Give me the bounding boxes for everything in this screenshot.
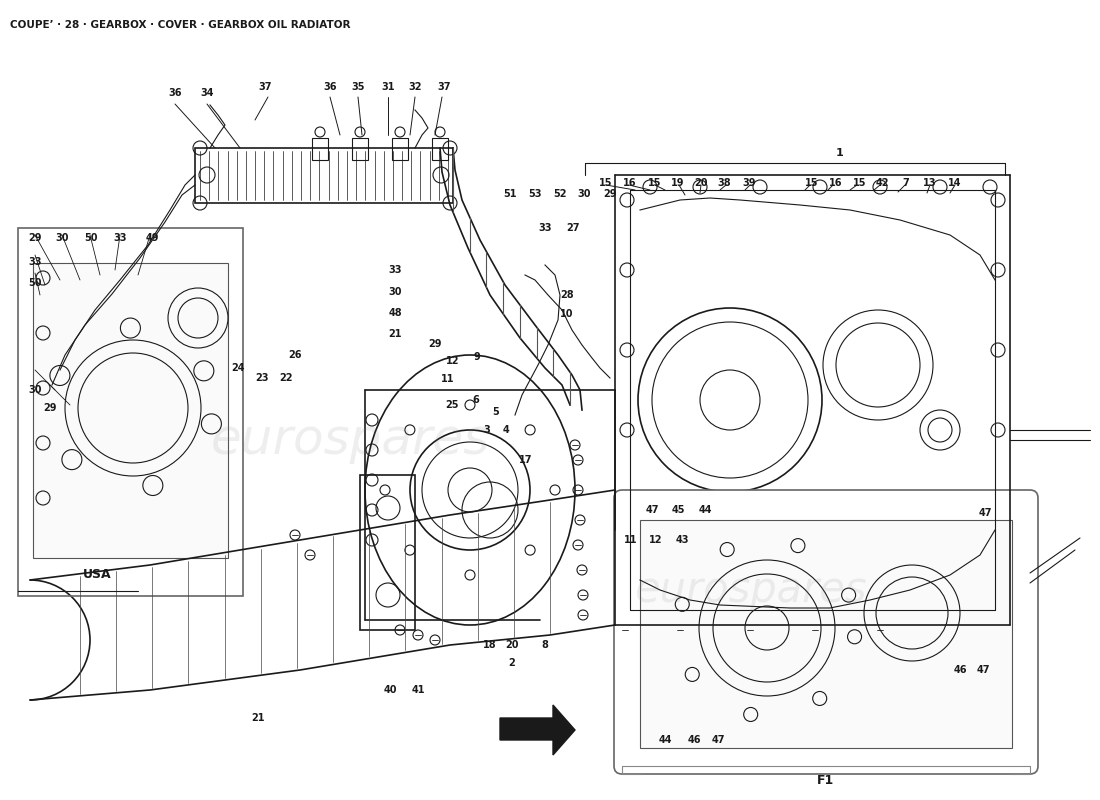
Text: 34: 34 bbox=[200, 88, 213, 98]
Text: 29: 29 bbox=[603, 189, 617, 199]
Text: 39: 39 bbox=[742, 178, 756, 188]
Text: 33: 33 bbox=[538, 223, 552, 233]
Text: 6: 6 bbox=[473, 395, 480, 405]
Text: 20: 20 bbox=[694, 178, 707, 188]
Text: 11: 11 bbox=[625, 535, 638, 545]
Text: 13: 13 bbox=[923, 178, 937, 188]
Text: 15: 15 bbox=[854, 178, 867, 188]
Text: 31: 31 bbox=[382, 82, 395, 92]
Text: eurospares: eurospares bbox=[210, 416, 490, 464]
Text: 8: 8 bbox=[541, 640, 549, 650]
Bar bbox=[392, 138, 408, 160]
Text: 20: 20 bbox=[505, 640, 519, 650]
Text: 40: 40 bbox=[383, 685, 397, 695]
Bar bbox=[312, 138, 328, 160]
Text: 36: 36 bbox=[168, 88, 182, 98]
Text: 18: 18 bbox=[483, 640, 497, 650]
Text: 15: 15 bbox=[805, 178, 818, 188]
Text: 15: 15 bbox=[648, 178, 662, 188]
Text: 21: 21 bbox=[251, 713, 265, 723]
Bar bbox=[432, 138, 448, 160]
Text: 36: 36 bbox=[323, 82, 337, 92]
Text: 15: 15 bbox=[600, 178, 613, 188]
Bar bbox=[195, 148, 453, 203]
Text: 32: 32 bbox=[408, 82, 421, 92]
Text: 2: 2 bbox=[508, 658, 516, 668]
Text: 10: 10 bbox=[560, 309, 574, 319]
Bar bbox=[352, 138, 368, 160]
Text: 26: 26 bbox=[288, 350, 301, 360]
Text: 14: 14 bbox=[948, 178, 961, 188]
Text: USA: USA bbox=[82, 567, 111, 581]
Text: 43: 43 bbox=[675, 535, 689, 545]
Text: 3: 3 bbox=[484, 425, 491, 435]
Text: COUPE’ · 28 · GEARBOX · COVER · GEARBOX OIL RADIATOR: COUPE’ · 28 · GEARBOX · COVER · GEARBOX … bbox=[10, 20, 351, 30]
Text: 45: 45 bbox=[671, 505, 684, 515]
Text: 19: 19 bbox=[671, 178, 684, 188]
Text: 47: 47 bbox=[977, 665, 990, 675]
Text: 24: 24 bbox=[231, 363, 244, 373]
Text: 50: 50 bbox=[29, 278, 42, 288]
Text: 29: 29 bbox=[428, 339, 442, 349]
Text: 33: 33 bbox=[388, 265, 401, 275]
Text: 50: 50 bbox=[85, 233, 98, 243]
Text: 46: 46 bbox=[954, 665, 967, 675]
Polygon shape bbox=[500, 705, 575, 755]
Text: 16: 16 bbox=[829, 178, 843, 188]
Text: 23: 23 bbox=[255, 373, 268, 383]
Text: 7: 7 bbox=[903, 178, 910, 188]
Text: eurospares: eurospares bbox=[634, 569, 867, 611]
Bar bbox=[18, 228, 243, 596]
Text: 42: 42 bbox=[876, 178, 889, 188]
Text: F1: F1 bbox=[817, 774, 835, 787]
Text: 47: 47 bbox=[978, 508, 992, 518]
Text: 48: 48 bbox=[388, 308, 401, 318]
Text: 29: 29 bbox=[43, 403, 57, 413]
Text: 12: 12 bbox=[649, 535, 662, 545]
Text: 41: 41 bbox=[411, 685, 425, 695]
FancyBboxPatch shape bbox=[614, 490, 1038, 774]
Text: 35: 35 bbox=[351, 82, 365, 92]
Text: 30: 30 bbox=[578, 189, 591, 199]
Text: 17: 17 bbox=[519, 455, 532, 465]
Text: 28: 28 bbox=[560, 290, 574, 300]
Text: 16: 16 bbox=[624, 178, 637, 188]
Text: 5: 5 bbox=[493, 407, 499, 417]
Text: 12: 12 bbox=[447, 356, 460, 366]
Text: 37: 37 bbox=[258, 82, 272, 92]
Text: 52: 52 bbox=[553, 189, 566, 199]
Text: 30: 30 bbox=[29, 385, 42, 395]
Text: 49: 49 bbox=[145, 233, 158, 243]
Text: 38: 38 bbox=[717, 178, 730, 188]
Text: 47: 47 bbox=[712, 735, 725, 745]
Bar bbox=[640, 520, 1012, 748]
Text: 30: 30 bbox=[55, 233, 68, 243]
Text: 11: 11 bbox=[441, 374, 454, 384]
Text: 53: 53 bbox=[528, 189, 541, 199]
Text: 51: 51 bbox=[504, 189, 517, 199]
Text: 37: 37 bbox=[438, 82, 451, 92]
Text: 44: 44 bbox=[658, 735, 672, 745]
Text: 25: 25 bbox=[446, 400, 459, 410]
Text: 30: 30 bbox=[388, 287, 401, 297]
Text: 22: 22 bbox=[279, 373, 293, 383]
Bar bbox=[33, 263, 228, 558]
Text: 9: 9 bbox=[474, 352, 481, 362]
Text: 27: 27 bbox=[566, 223, 580, 233]
Text: 46: 46 bbox=[688, 735, 701, 745]
Text: 1: 1 bbox=[836, 148, 844, 158]
Text: 4: 4 bbox=[503, 425, 509, 435]
Text: 21: 21 bbox=[388, 329, 401, 339]
Bar bbox=[360, 475, 415, 630]
Text: 33: 33 bbox=[29, 257, 42, 267]
Text: 29: 29 bbox=[29, 233, 42, 243]
Text: 33: 33 bbox=[113, 233, 127, 243]
Text: 47: 47 bbox=[646, 505, 659, 515]
Text: 44: 44 bbox=[698, 505, 712, 515]
